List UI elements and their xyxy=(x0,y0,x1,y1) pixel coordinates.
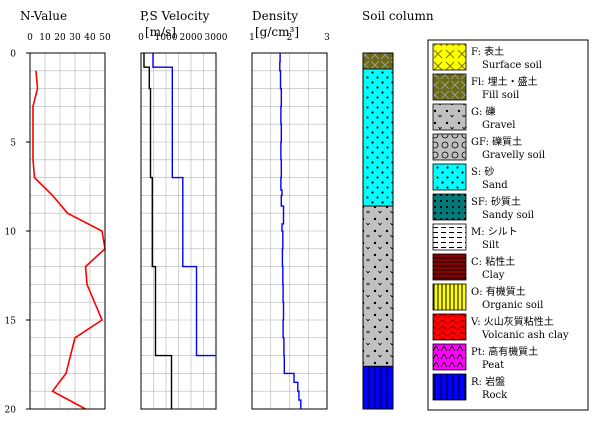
legend-label-en: Clay xyxy=(482,270,505,281)
legend-swatch-m xyxy=(432,223,467,251)
n-value-xtick-label: 0 xyxy=(27,33,33,43)
n-value-xtick-label: 10 xyxy=(39,33,51,43)
legend-swatch-s xyxy=(432,163,467,191)
ps-velocity-xtick-label: 1000 xyxy=(155,33,178,43)
n-value-frame xyxy=(29,52,106,410)
legend-label-en: Gravelly soil xyxy=(482,150,545,161)
legend-label-en: Fill soil xyxy=(482,90,519,101)
density-title: Density xyxy=(252,9,298,23)
legend-label-en: Sand xyxy=(482,180,508,191)
soil-column-title: Soil column xyxy=(362,9,434,23)
legend-swatch-f xyxy=(432,43,467,71)
n-value-ytick-label: 10 xyxy=(5,228,17,238)
n-value-xtick-label: 40 xyxy=(84,33,96,43)
soil-layer-r xyxy=(362,365,394,410)
ps-velocity-panel: P,S Velocity [m/s] 0 1000 2000 3000 xyxy=(138,9,228,410)
ps-velocity-frame xyxy=(140,52,217,410)
legend-swatch-fl xyxy=(432,73,467,101)
density-xtick-label: 3 xyxy=(324,33,330,43)
legend-label-jp: S: 砂 xyxy=(471,165,494,178)
legend-label-en: Organic soil xyxy=(482,300,543,311)
ps-velocity-xtick-label: 3000 xyxy=(205,33,228,43)
soil-column-frame xyxy=(362,52,394,410)
density-frame xyxy=(251,52,328,410)
legend-items: F: 表土 Surface soil Fl: 埋土・盛土 Fill soil G: 礫 G… xyxy=(432,43,569,401)
n-value-xtick-label: 50 xyxy=(99,33,111,43)
legend-swatch-pt xyxy=(432,343,467,371)
n-value-xtick-label: 20 xyxy=(54,33,66,43)
legend-label-jp: C: 粘性土 xyxy=(471,255,515,268)
n-value-ytick-label: 0 xyxy=(10,50,16,60)
n-value-series-0-line xyxy=(32,70,106,410)
legend-swatch-gf xyxy=(432,133,467,161)
soil-column-panel: Soil column xyxy=(362,9,434,410)
soil-layer-g xyxy=(362,205,394,367)
legend-label-en: Silt xyxy=(482,240,499,251)
legend-label-en: Sandy soil xyxy=(482,210,534,221)
legend-label-jp: M: シルト xyxy=(471,227,518,238)
legend-label-jp: G: 礫 xyxy=(471,105,496,118)
density-ticks: 1 2 3 xyxy=(249,33,330,43)
density-plot xyxy=(279,53,302,409)
density-series-0-line xyxy=(279,53,302,409)
ps-velocity-xtick-label: 0 xyxy=(138,33,144,43)
legend-label-jp: SF: 砂質土 xyxy=(471,195,521,208)
legend-box: F: 表土 Surface soil Fl: 埋土・盛土 Fill soil G: 礫 G… xyxy=(427,39,589,411)
legend-label-jp: V: 火山灰質粘性土 xyxy=(470,315,554,328)
legend-label-en: Gravel xyxy=(482,120,516,131)
density-xtick-label: 1 xyxy=(249,33,255,43)
ps-velocity-series-1-line xyxy=(152,53,216,357)
n-value-ytick-label: 15 xyxy=(5,317,17,327)
legend-label-jp: GF: 礫質土 xyxy=(471,135,522,148)
legend-swatch-sf xyxy=(432,193,467,221)
n-value-title: N-Value xyxy=(20,9,67,23)
legend-label-en: Surface soil xyxy=(482,60,542,71)
ps-velocity-xtick-label: 2000 xyxy=(180,33,203,43)
legend-label-jp: F: 表土 xyxy=(471,45,504,58)
legend-label-jp: R: 岩盤 xyxy=(471,375,505,388)
density-grid xyxy=(251,52,328,410)
ps-velocity-ticks: 0 1000 2000 3000 xyxy=(138,33,228,43)
n-value-plot xyxy=(32,70,106,410)
ps-velocity-title: P,S Velocity xyxy=(140,9,210,23)
density-unit: [g/cm³] xyxy=(255,25,299,39)
density-xtick-label: 2 xyxy=(287,33,293,43)
legend-swatch-v xyxy=(432,313,467,341)
legend-label-jp: Pt: 高有機質土 xyxy=(471,345,538,358)
n-value-ytick-label: 20 xyxy=(5,406,17,416)
legend-swatch-r xyxy=(432,373,467,401)
soil-layer-fl xyxy=(362,52,394,70)
n-value-grid xyxy=(29,52,106,410)
ps-velocity-series-0-line xyxy=(143,53,173,409)
ps-velocity-unit: [m/s] xyxy=(145,25,176,39)
ps-velocity-plot xyxy=(143,53,216,409)
legend-label-en: Volcanic ash clay xyxy=(481,330,569,341)
legend-label-jp: O: 有機質土 xyxy=(471,285,526,298)
n-value-ytick-label: 5 xyxy=(10,139,16,149)
n-value-xtick-label: 30 xyxy=(69,33,81,43)
legend-label-en: Peat xyxy=(482,360,504,371)
soil-layer-s xyxy=(362,68,394,207)
legend-label-en: Rock xyxy=(482,390,508,401)
legend-swatch-c xyxy=(432,253,467,281)
legend-swatch-g xyxy=(432,103,467,131)
legend-swatch-o xyxy=(432,283,467,311)
soil-column xyxy=(362,52,394,410)
density-panel: Density [g/cm³] 1 2 3 xyxy=(249,9,330,410)
legend-label-jp: Fl: 埋土・盛土 xyxy=(471,75,538,88)
